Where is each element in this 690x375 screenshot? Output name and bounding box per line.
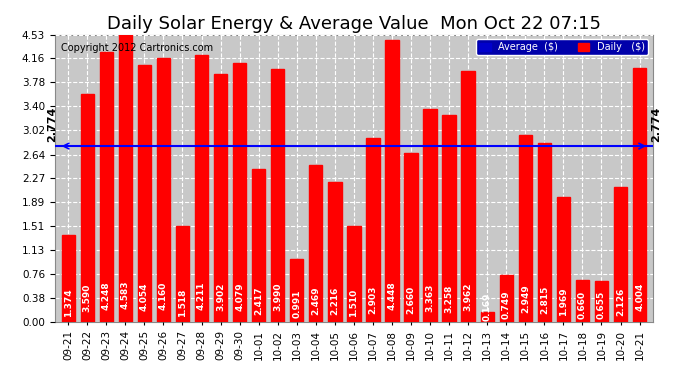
Text: 0.991: 0.991 bbox=[293, 290, 302, 318]
Text: 3.590: 3.590 bbox=[83, 284, 92, 312]
Bar bbox=[538, 144, 551, 322]
Text: 1.374: 1.374 bbox=[63, 289, 72, 318]
Bar bbox=[119, 31, 132, 322]
Text: Copyright 2012 Cartronics.com: Copyright 2012 Cartronics.com bbox=[61, 43, 213, 53]
Bar bbox=[633, 68, 647, 322]
Bar bbox=[595, 280, 608, 322]
Bar bbox=[290, 259, 304, 322]
Bar bbox=[233, 63, 246, 322]
Text: 3.363: 3.363 bbox=[426, 284, 435, 312]
Text: 2.815: 2.815 bbox=[540, 285, 549, 314]
Bar bbox=[81, 94, 94, 322]
Bar bbox=[462, 70, 475, 322]
Text: 2.774: 2.774 bbox=[47, 107, 57, 142]
Text: 3.962: 3.962 bbox=[464, 282, 473, 311]
Text: 2.469: 2.469 bbox=[311, 286, 320, 315]
Bar bbox=[424, 109, 437, 322]
Bar bbox=[404, 153, 417, 322]
Bar bbox=[195, 55, 208, 322]
Text: 4.079: 4.079 bbox=[235, 282, 244, 310]
Text: 4.583: 4.583 bbox=[121, 281, 130, 309]
Bar bbox=[575, 280, 589, 322]
Bar bbox=[500, 274, 513, 322]
Text: 3.990: 3.990 bbox=[273, 282, 282, 311]
Text: 0.660: 0.660 bbox=[578, 291, 587, 319]
Text: 2.126: 2.126 bbox=[616, 287, 625, 316]
Bar bbox=[99, 53, 113, 322]
Legend: Average  ($), Daily   ($): Average ($), Daily ($) bbox=[476, 39, 648, 55]
Text: 0.749: 0.749 bbox=[502, 291, 511, 319]
Bar bbox=[347, 226, 361, 322]
Bar bbox=[138, 65, 151, 322]
Text: 1.518: 1.518 bbox=[178, 289, 187, 317]
Bar bbox=[214, 74, 227, 322]
Text: 1.969: 1.969 bbox=[559, 287, 568, 316]
Text: 2.660: 2.660 bbox=[406, 286, 415, 314]
Bar bbox=[309, 165, 322, 322]
Bar bbox=[614, 187, 627, 322]
Text: 4.248: 4.248 bbox=[102, 282, 111, 310]
Text: 4.160: 4.160 bbox=[159, 282, 168, 310]
Bar bbox=[557, 197, 570, 322]
Bar bbox=[519, 135, 532, 322]
Text: 2.216: 2.216 bbox=[331, 287, 339, 315]
Bar bbox=[328, 182, 342, 322]
Text: 4.448: 4.448 bbox=[388, 281, 397, 310]
Bar bbox=[480, 312, 494, 322]
Text: 2.774: 2.774 bbox=[651, 107, 661, 142]
Bar bbox=[442, 116, 456, 322]
Text: 2.903: 2.903 bbox=[368, 285, 377, 314]
Text: 2.949: 2.949 bbox=[521, 285, 530, 314]
Bar bbox=[176, 226, 189, 322]
Bar bbox=[61, 235, 75, 322]
Text: 4.004: 4.004 bbox=[635, 282, 644, 311]
Text: 4.054: 4.054 bbox=[140, 282, 149, 310]
Bar bbox=[252, 169, 266, 322]
Text: 3.258: 3.258 bbox=[444, 284, 453, 313]
Text: 3.902: 3.902 bbox=[216, 283, 225, 311]
Text: 0.655: 0.655 bbox=[597, 291, 606, 319]
Text: 4.211: 4.211 bbox=[197, 282, 206, 310]
Bar bbox=[385, 40, 399, 322]
Bar bbox=[271, 69, 284, 322]
Bar bbox=[366, 138, 380, 322]
Text: 0.169: 0.169 bbox=[483, 292, 492, 321]
Title: Daily Solar Energy & Average Value  Mon Oct 22 07:15: Daily Solar Energy & Average Value Mon O… bbox=[107, 15, 601, 33]
Bar bbox=[157, 58, 170, 322]
Text: 2.417: 2.417 bbox=[254, 286, 263, 315]
Text: 1.510: 1.510 bbox=[349, 289, 358, 317]
